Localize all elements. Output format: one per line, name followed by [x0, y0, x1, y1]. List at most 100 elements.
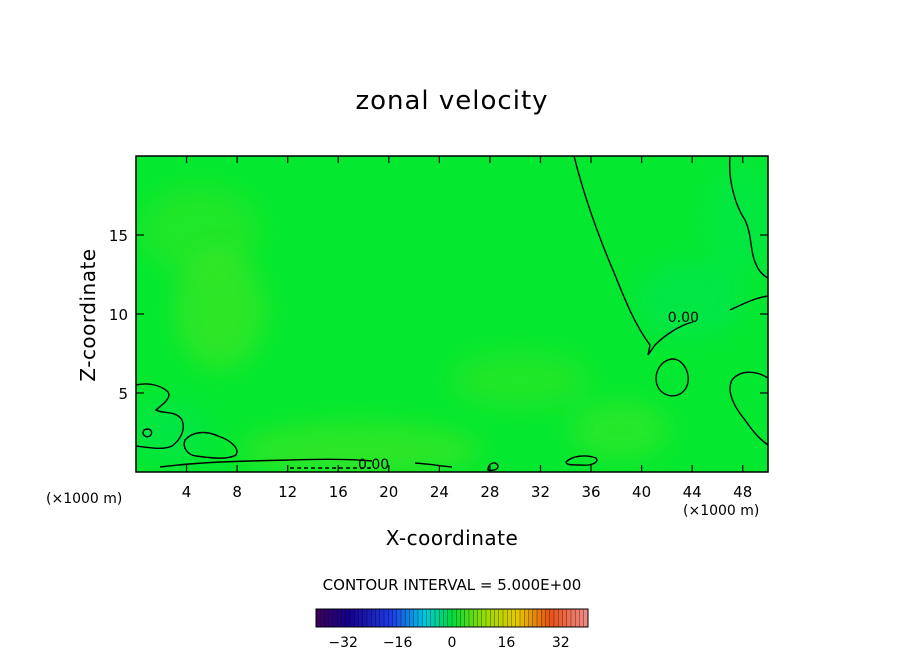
- colorbar-cell: [481, 608, 487, 628]
- colorbar-cell: [451, 608, 457, 628]
- colorbar-cell: [366, 608, 372, 628]
- colorbar-tick-label: −32: [328, 635, 358, 651]
- colorbar-frame: [315, 608, 589, 628]
- colorbar-cell: [519, 608, 525, 628]
- colorbar-cell: [447, 608, 453, 628]
- colorbar-tick-label: 32: [552, 635, 570, 651]
- contour-line-main-right-tail: [729, 295, 768, 311]
- x-axis-label: X-coordinate: [385, 526, 519, 550]
- contour-line-small-loop: [142, 428, 153, 438]
- field-patch: [570, 400, 670, 460]
- colorbar-cell: [332, 608, 338, 628]
- colorbar-cell: [545, 608, 551, 628]
- colorbar-ticks: −32 −16 0 16 32: [328, 635, 569, 651]
- colorbar-cell: [456, 608, 461, 628]
- contour-line-top-right: [728, 156, 768, 279]
- y-tick-label: 15: [109, 227, 128, 245]
- field-area: [136, 156, 768, 472]
- colorbar-cell: [579, 608, 585, 628]
- contour-line-left-closed: [183, 431, 238, 459]
- colorbar-cell: [511, 608, 517, 628]
- velocity-field-patches: [136, 165, 768, 472]
- y-tick-label: 5: [118, 385, 128, 403]
- x-units-right: (×1000 m): [683, 503, 760, 519]
- colorbar-cell: [354, 608, 359, 628]
- colorbar-cell: [341, 608, 347, 628]
- colorbar-cell: [349, 608, 355, 628]
- colorbar-cell: [490, 608, 495, 628]
- chart-title: zonal velocity: [355, 86, 549, 116]
- colorbar-cell: [328, 608, 334, 628]
- colorbar-cell: [400, 608, 406, 628]
- x-tick-label: 36: [581, 483, 600, 501]
- colorbar-cell: [324, 608, 330, 628]
- colorbar-cell: [409, 608, 415, 628]
- contour-line-bottom-right: [565, 455, 598, 466]
- x-tick-label: 28: [480, 483, 499, 501]
- colorbar-cell: [515, 608, 521, 628]
- y-axis-ticks: 5 10 15: [109, 227, 768, 403]
- colorbar-cell: [485, 608, 491, 628]
- colorbar-cell: [575, 608, 580, 628]
- colorbar-cell: [430, 608, 436, 628]
- colorbar-cell: [502, 608, 508, 628]
- colorbar-cell: [375, 608, 381, 628]
- field-patch: [635, 260, 745, 340]
- x-tick-label: 12: [278, 483, 297, 501]
- colorbar-cell: [473, 608, 478, 628]
- colorbar-cell: [392, 608, 398, 628]
- colorbar-cell: [405, 608, 410, 628]
- colorbar-cell: [464, 608, 470, 628]
- colorbar-cell: [468, 608, 474, 628]
- x-tick-label: 48: [733, 483, 752, 501]
- colorbar-cell: [558, 608, 563, 628]
- x-units-left: (×1000 m): [46, 491, 123, 507]
- contour-line-main-right: [573, 156, 694, 356]
- colorbar-cell: [460, 608, 466, 628]
- colorbar-cell: [528, 608, 534, 628]
- colorbar-cell: [396, 608, 402, 628]
- colorbar-tick-label: 16: [497, 635, 515, 651]
- colorbar-cell: [562, 608, 568, 628]
- colorbar-cell: [494, 608, 500, 628]
- colorbar-cells: [315, 608, 589, 628]
- colorbar-cell: [417, 608, 423, 628]
- field-patch: [175, 250, 265, 370]
- colorbar-cell: [434, 608, 440, 628]
- colorbar-cell: [541, 608, 546, 628]
- colorbar-cell: [358, 608, 364, 628]
- colorbar-cell: [553, 608, 559, 628]
- colorbar-cell: [570, 608, 576, 628]
- field-patch: [450, 350, 590, 410]
- colorbar-cell: [337, 608, 342, 628]
- colorbar-tick-label: −16: [383, 635, 413, 651]
- contour-line-right-low: [729, 371, 768, 446]
- x-tick-label: 4: [182, 483, 192, 501]
- contour-line-closed-loop: [655, 358, 689, 397]
- field-patch: [705, 165, 768, 275]
- y-tick-label: 10: [109, 306, 128, 324]
- colorbar-cell: [549, 608, 555, 628]
- contour-labels: 0.00 0.00: [358, 310, 699, 473]
- x-axis-ticks: 4 8 12 16 20 24 28 32 36 40 44 48: [182, 156, 752, 501]
- x-tick-label: 24: [430, 483, 449, 501]
- colorbar-cell: [498, 608, 504, 628]
- colorbar-cell: [443, 608, 449, 628]
- colorbar-cell: [532, 608, 538, 628]
- colorbar-cell: [315, 608, 321, 628]
- contour-interval-text: CONTOUR INTERVAL = 5.000E+00: [322, 576, 582, 594]
- colorbar-cell: [388, 608, 393, 628]
- x-tick-label: 8: [232, 483, 242, 501]
- x-tick-label: 40: [632, 483, 651, 501]
- field-patch: [136, 400, 210, 460]
- x-tick-label: 44: [683, 483, 702, 501]
- colorbar-cell: [426, 608, 432, 628]
- contour-label: 0.00: [668, 310, 699, 326]
- contour-label: 0.00: [358, 457, 389, 473]
- contour-lines: [136, 156, 768, 471]
- x-tick-label: 16: [329, 483, 348, 501]
- colorbar-cell: [383, 608, 389, 628]
- x-tick-label: 32: [531, 483, 550, 501]
- colorbar-cell: [477, 608, 483, 628]
- colorbar-cell: [413, 608, 419, 628]
